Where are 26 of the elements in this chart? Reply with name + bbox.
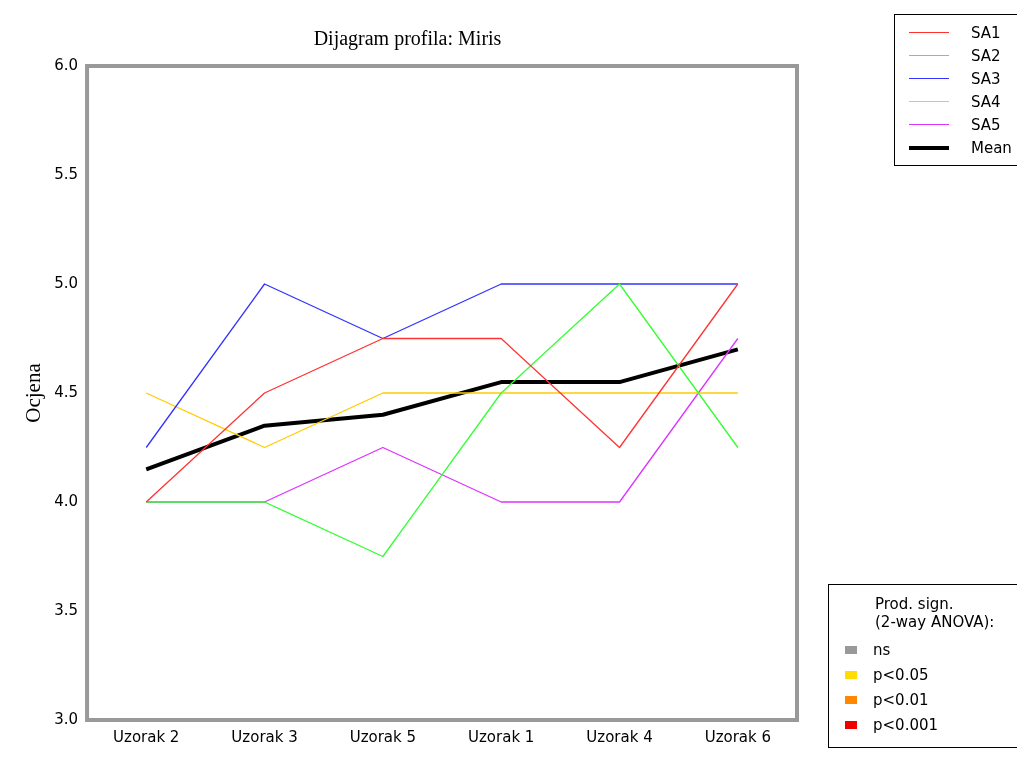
legend-label: SA2 [971,46,1001,65]
legend-label: SA3 [971,69,1001,88]
y-tick-label: 4.0 [54,491,79,510]
legend-label: SA4 [971,92,1001,111]
legend-label: SA1 [971,23,1001,42]
x-tick-label: Uzorak 5 [349,727,417,746]
text: p<0.001 [873,715,939,734]
y-tick-label: 5.0 [54,273,79,292]
text: Prod. sign. (2-way ANOVA): [875,595,996,631]
y-tick-label: 3.5 [54,600,79,619]
text: p<0.05 [873,665,929,684]
y-tick-label: 6.0 [54,55,79,74]
x-tick-label: Uzorak 2 [113,727,180,746]
y-tick-label: 3.0 [54,709,79,728]
text: ns [873,640,891,659]
y-tick-label: 4.5 [54,382,79,401]
y-tick-label: 5.5 [54,164,79,183]
x-tick-label: Uzorak 4 [586,727,653,746]
chart-title: Dijagram profila: Miris [313,27,502,51]
legend-label: Mean [971,138,1012,157]
y-axis-title: Ocjena [21,362,46,423]
text: p<0.01 [873,690,929,709]
x-tick-label: Uzorak 3 [231,727,298,746]
legend-label: SA5 [971,115,1001,134]
x-tick-label: Uzorak 1 [467,727,535,746]
x-tick-label: Uzorak 6 [704,727,772,746]
